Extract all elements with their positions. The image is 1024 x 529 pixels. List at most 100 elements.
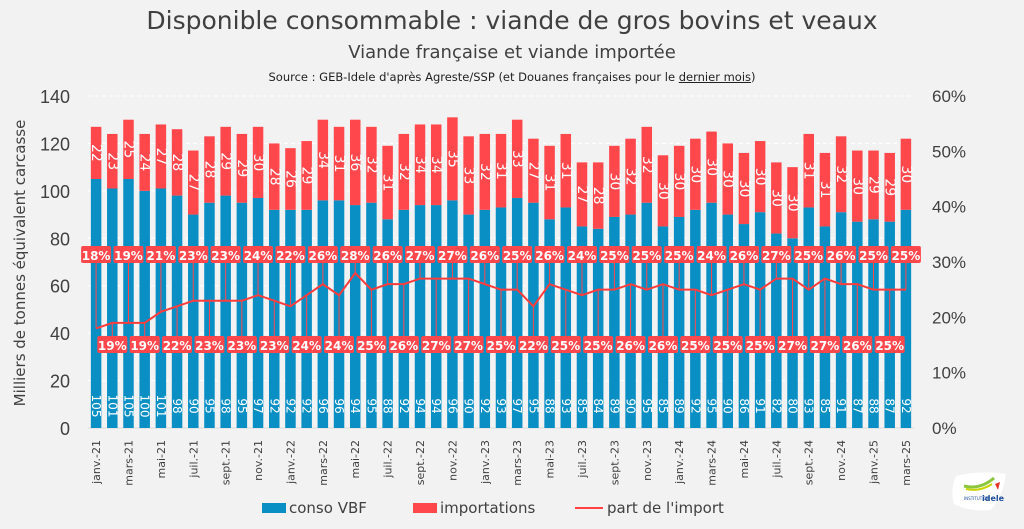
share-label-box xyxy=(162,336,193,353)
x-tick-label: mars-25 xyxy=(900,440,913,486)
bar-imports xyxy=(301,141,312,210)
bar-conso xyxy=(771,233,782,428)
share-label-box xyxy=(421,336,452,353)
share-data-label: 25% xyxy=(794,249,823,263)
data-label-conso: 98 xyxy=(170,398,184,413)
bar-conso xyxy=(738,224,750,428)
data-label-imports: 26 xyxy=(282,170,298,188)
share-label-box xyxy=(647,336,678,353)
data-label-conso: 95 xyxy=(235,398,249,413)
bar-conso xyxy=(479,209,491,428)
bar-conso xyxy=(447,200,458,428)
share-label-box xyxy=(631,246,662,263)
data-label-imports: 32 xyxy=(477,163,493,181)
data-label-conso: 92 xyxy=(899,398,913,413)
legend-swatch-imports xyxy=(413,503,437,513)
share-label-box xyxy=(890,246,921,263)
data-label-imports: 30 xyxy=(250,153,266,171)
share-data-label: 26% xyxy=(308,249,337,263)
data-label-conso: 95 xyxy=(705,398,719,413)
share-label-box xyxy=(761,246,792,263)
x-tick-label: mai-23 xyxy=(544,440,557,478)
bar-imports xyxy=(107,133,118,189)
bar-conso xyxy=(188,214,199,428)
share-data-label: 26% xyxy=(827,249,856,263)
data-label-conso: 92 xyxy=(300,398,314,413)
data-label-conso: 88 xyxy=(381,398,395,413)
share-data-label: 25% xyxy=(892,249,921,263)
data-label-conso: 85 xyxy=(656,398,670,413)
bar-imports xyxy=(657,155,669,227)
share-data-label: 23% xyxy=(211,249,240,263)
share-label-box xyxy=(615,336,646,353)
share-label-box xyxy=(874,336,905,353)
share-data-label: 21% xyxy=(147,249,176,263)
bar-imports xyxy=(366,126,377,203)
data-label-imports: 35 xyxy=(444,150,460,168)
share-label-box xyxy=(599,246,630,263)
data-label-conso: 98 xyxy=(219,398,233,413)
bar-imports xyxy=(285,148,296,210)
bar-imports xyxy=(430,124,442,206)
share-data-label: 25% xyxy=(503,249,532,263)
share-label-box xyxy=(502,246,533,263)
svg-text:idele: idele xyxy=(982,494,1005,503)
x-tick-label: juil.-23 xyxy=(576,440,589,479)
bar-imports xyxy=(188,150,199,215)
data-label-conso: 85 xyxy=(818,398,832,413)
legend-label-conso: conso VBF xyxy=(289,499,367,517)
share-data-label: 22% xyxy=(163,339,192,353)
bar-imports xyxy=(868,150,879,220)
x-tick-label: mai-22 xyxy=(349,440,362,478)
bar-imports xyxy=(349,119,361,206)
data-label-imports: 34 xyxy=(428,156,444,174)
share-data-label: 24% xyxy=(244,249,273,263)
x-tick-label: sept.-22 xyxy=(414,440,427,485)
share-label-box xyxy=(275,246,306,263)
share-label-box xyxy=(307,246,338,263)
data-label-conso: 90 xyxy=(186,398,200,413)
x-tick-label: mars-22 xyxy=(317,440,330,486)
data-label-conso: 92 xyxy=(688,398,702,413)
data-label-conso: 87 xyxy=(850,398,864,413)
data-label-conso: 91 xyxy=(753,398,767,413)
share-label-box xyxy=(745,336,776,353)
share-label-box xyxy=(566,246,597,263)
share-label-box xyxy=(356,336,387,353)
y-tick-label: 0 xyxy=(60,419,70,439)
bar-imports xyxy=(738,152,750,225)
bar-imports xyxy=(900,138,912,210)
data-label-imports: 28 xyxy=(169,153,185,171)
share-label-box xyxy=(437,246,468,263)
share-label-box xyxy=(550,336,581,353)
y-tick-label: 140 xyxy=(40,87,70,107)
y-tick-label: 60 xyxy=(50,277,70,297)
share-data-label: 27% xyxy=(422,339,451,353)
y2-tick-label: 20% xyxy=(932,308,966,327)
bar-conso xyxy=(220,195,231,428)
source-text: Source : GEB-Idele d'après Agreste/SSP (… xyxy=(268,70,679,84)
bar-imports xyxy=(592,162,604,229)
source-link[interactable]: dernier mois xyxy=(678,70,752,84)
share-data-label: 25% xyxy=(665,249,694,263)
bar-imports xyxy=(673,145,685,217)
data-label-conso: 80 xyxy=(786,398,800,413)
legend-share: part de l'import xyxy=(575,499,724,517)
data-label-imports: 30 xyxy=(671,172,687,190)
bar-imports xyxy=(463,136,474,215)
share-data-label: 25% xyxy=(584,339,613,353)
data-label-conso: 90 xyxy=(462,398,476,413)
data-label-imports: 29 xyxy=(299,167,315,185)
data-label-conso: 90 xyxy=(721,398,735,413)
bar-imports xyxy=(123,119,134,179)
share-data-label: 26% xyxy=(470,249,499,263)
share-label-box xyxy=(243,246,274,263)
data-label-conso: 94 xyxy=(348,398,362,413)
share-data-label: 25% xyxy=(487,339,516,353)
data-label-conso: 92 xyxy=(397,398,411,413)
chart-subtitle: Viande française et viande importée xyxy=(348,42,676,63)
data-label-imports: 32 xyxy=(396,163,412,181)
bar-imports xyxy=(884,152,895,222)
data-label-conso: 97 xyxy=(510,398,524,413)
share-data-label: 24% xyxy=(697,249,726,263)
